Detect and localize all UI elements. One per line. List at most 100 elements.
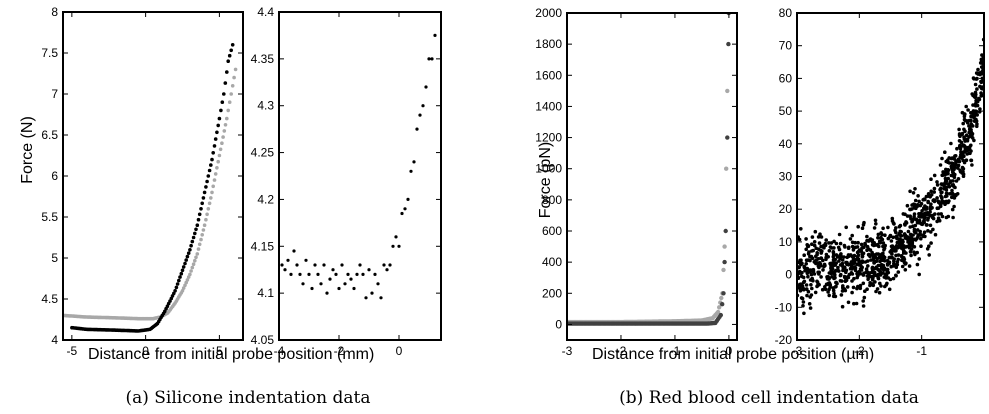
data-point — [841, 268, 845, 273]
data-point — [971, 110, 975, 114]
data-point — [799, 296, 804, 300]
data-point — [832, 291, 836, 296]
x-tick-label: -2 — [334, 344, 345, 358]
data-point — [979, 59, 984, 64]
data-point — [873, 218, 878, 223]
data-point — [914, 231, 918, 235]
data-point — [209, 163, 213, 167]
data-point — [920, 222, 925, 227]
data-point — [900, 254, 904, 259]
data-point — [199, 207, 203, 211]
data-point — [874, 289, 878, 294]
data-point — [894, 253, 898, 258]
data-point — [929, 241, 933, 245]
data-point — [870, 250, 874, 255]
data-point — [206, 207, 211, 211]
data-point — [879, 266, 884, 270]
data-point — [886, 225, 890, 230]
panel-b-right-plot: -3 -2 -1 -20 -10 0 10 20 30 40 50 60 70 80 — [775, 6, 985, 358]
x-tick-label: -1 — [916, 344, 927, 358]
data-point — [430, 57, 434, 61]
y-tick-label: 1600 — [535, 68, 562, 82]
data-point — [174, 285, 179, 290]
data-point — [940, 173, 944, 178]
data-point — [893, 228, 897, 233]
data-point — [887, 287, 892, 292]
data-point — [421, 104, 425, 108]
data-point — [878, 259, 883, 263]
data-point — [903, 223, 907, 227]
data-point — [223, 123, 228, 127]
data-point — [929, 189, 933, 194]
data-point — [292, 249, 296, 253]
data-point — [902, 249, 906, 254]
data-point — [931, 227, 935, 232]
data-point — [821, 245, 825, 249]
data-point — [936, 200, 941, 205]
data-point — [905, 214, 910, 218]
data-point — [840, 304, 845, 309]
data-point — [886, 236, 891, 241]
data-point — [226, 108, 230, 113]
data-point — [400, 211, 404, 216]
data-point — [831, 286, 835, 290]
data-point — [860, 246, 864, 250]
data-point — [394, 235, 398, 239]
data-point — [810, 249, 814, 253]
data-point — [403, 207, 407, 211]
data-point — [822, 262, 827, 267]
data-point — [940, 156, 944, 161]
x-tick-label: -3 — [562, 344, 573, 358]
data-point — [853, 268, 858, 273]
data-point — [973, 82, 978, 87]
data-layer — [280, 33, 437, 300]
data-point — [355, 272, 359, 276]
data-point — [915, 250, 919, 255]
data-point — [225, 116, 229, 121]
data-point — [204, 217, 208, 222]
data-point — [721, 291, 726, 296]
data-point — [835, 281, 839, 286]
y-tick-label: 1200 — [535, 131, 562, 145]
data-point — [898, 223, 903, 228]
data-point — [825, 282, 829, 287]
data-point — [837, 232, 842, 237]
data-point — [179, 271, 184, 276]
data-point — [337, 286, 341, 291]
data-point — [861, 281, 866, 286]
data-point — [962, 127, 966, 132]
data-point — [956, 166, 960, 170]
data-point — [892, 261, 896, 266]
data-point — [364, 296, 368, 300]
data-point — [876, 276, 881, 281]
data-point — [836, 268, 840, 273]
data-point — [881, 251, 885, 256]
data-point — [959, 150, 963, 154]
data-point — [802, 253, 806, 257]
data-point — [921, 219, 926, 224]
data-point — [912, 250, 916, 254]
data-point — [346, 272, 350, 276]
data-point — [907, 241, 912, 245]
data-point — [834, 253, 839, 257]
data-point — [948, 180, 952, 185]
caption-b: (b) Red blood cell indentation data — [619, 388, 919, 408]
data-point — [319, 282, 323, 286]
data-point — [938, 163, 943, 167]
data-point — [892, 222, 896, 226]
data-point — [304, 258, 308, 262]
data-point — [846, 263, 851, 267]
data-point — [804, 262, 808, 266]
data-point — [202, 190, 207, 195]
data-point — [720, 302, 725, 307]
data-point — [917, 212, 921, 216]
data-point — [969, 158, 973, 163]
data-point — [222, 129, 227, 133]
data-point — [801, 304, 805, 308]
data-point — [846, 300, 851, 305]
data-point — [881, 256, 885, 261]
data-point — [216, 123, 220, 128]
y-tick-label: 0 — [555, 317, 562, 331]
data-point — [832, 239, 836, 244]
data-point — [877, 290, 882, 295]
